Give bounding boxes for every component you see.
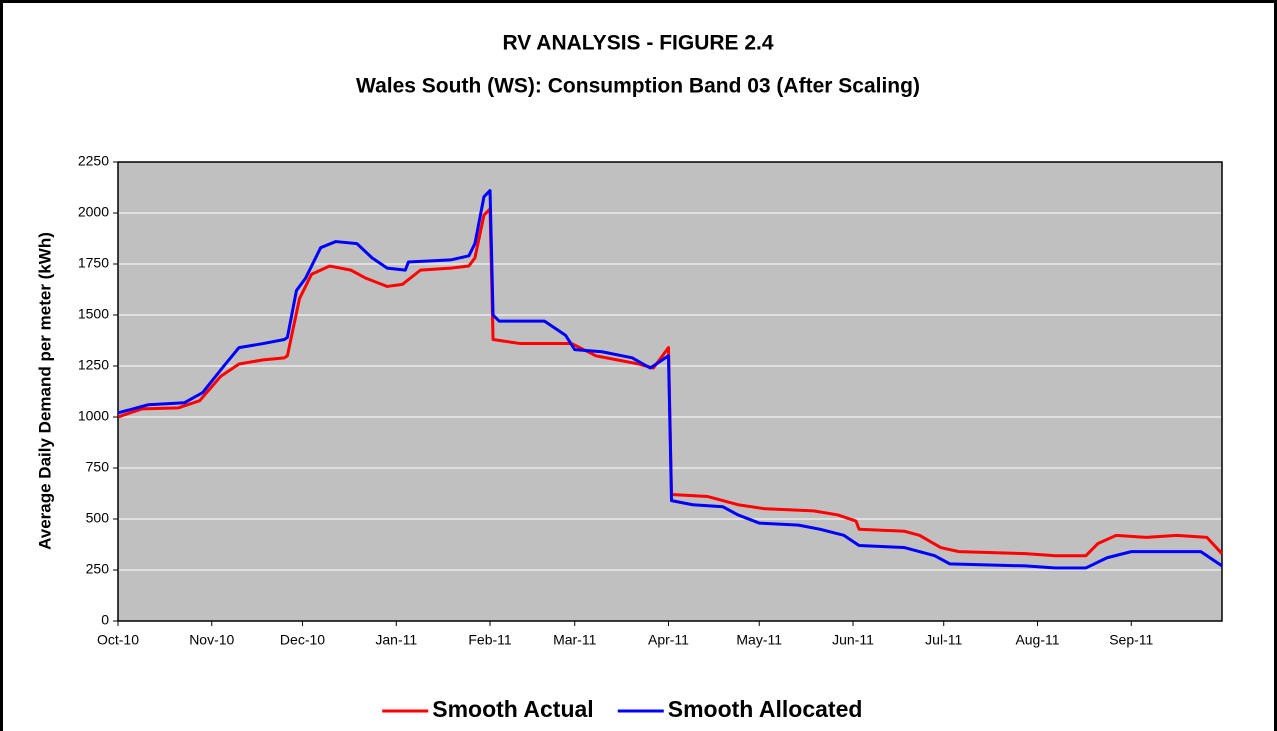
line-series: [117, 207, 1224, 558]
line-series: [117, 189, 1223, 570]
y-tick-label: 1750: [78, 255, 109, 271]
legend-label: Smooth Allocated: [668, 696, 863, 722]
y-tick-label: 1500: [78, 306, 109, 322]
legend-label: Smooth Actual: [432, 696, 593, 722]
x-tick-label: Jun-11: [832, 632, 874, 648]
x-tick-label: May-11: [736, 632, 782, 648]
y-tick-label: 0: [101, 612, 109, 628]
plot-border: [117, 161, 1223, 622]
y-tick-label: 1000: [78, 408, 109, 424]
x-tick-label: Mar-11: [553, 632, 597, 648]
y-tick-label: 1250: [78, 357, 109, 373]
chart-subtitle: Wales South (WS): Consumption Band 03 (A…: [356, 75, 920, 98]
chart-title: RV ANALYSIS - FIGURE 2.4: [502, 32, 773, 55]
y-tick-label: 500: [86, 510, 110, 526]
y-tick-label: 250: [86, 561, 110, 577]
x-tick-label: Aug-11: [1015, 632, 1059, 648]
x-tick-label: Jul-11: [925, 632, 962, 648]
y-axis-label: Average Daily Demand per meter (kWh): [35, 232, 54, 550]
x-tick-label: Apr-11: [648, 632, 689, 648]
x-tick-label: Nov-10: [189, 632, 234, 648]
y-tick-label: 2250: [78, 153, 109, 169]
x-tick-label: Dec-10: [280, 632, 325, 648]
x-tick-label: Jan-11: [375, 632, 417, 648]
x-tick-label: Feb-11: [468, 632, 512, 648]
y-tick-label: 2000: [78, 204, 109, 220]
x-tick-label: Oct-10: [97, 632, 139, 648]
y-tick-label: 750: [86, 459, 110, 475]
x-tick-label: Sep-11: [1109, 632, 1153, 648]
